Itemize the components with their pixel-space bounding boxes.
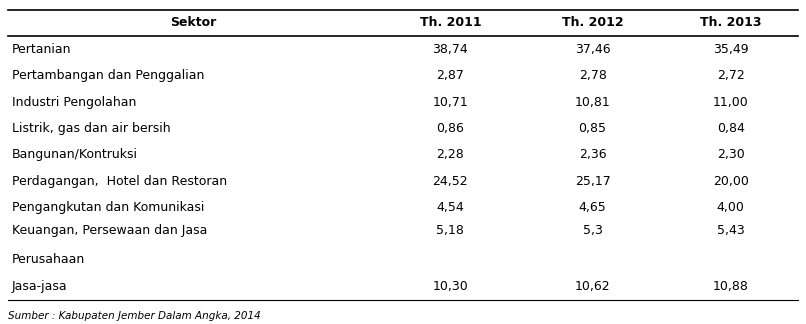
Text: 11,00: 11,00 xyxy=(713,96,749,109)
Text: 24,52: 24,52 xyxy=(433,175,468,188)
Text: Listrik, gas dan air bersih: Listrik, gas dan air bersih xyxy=(12,122,171,135)
Text: Pertambangan dan Penggalian: Pertambangan dan Penggalian xyxy=(12,69,205,82)
Text: 0,86: 0,86 xyxy=(437,122,464,135)
Text: Perusahaan: Perusahaan xyxy=(12,253,85,266)
Text: 0,85: 0,85 xyxy=(579,122,607,135)
Text: 2,87: 2,87 xyxy=(437,69,464,82)
Text: 20,00: 20,00 xyxy=(713,175,749,188)
Text: 10,88: 10,88 xyxy=(713,281,749,294)
Text: Sumber : Kabupaten Jember Dalam Angka, 2014: Sumber : Kabupaten Jember Dalam Angka, 2… xyxy=(8,311,261,321)
Text: Th. 2012: Th. 2012 xyxy=(562,17,623,29)
Text: Th. 2013: Th. 2013 xyxy=(700,17,762,29)
Text: 37,46: 37,46 xyxy=(575,43,610,56)
Text: 10,30: 10,30 xyxy=(433,281,468,294)
Text: 2,28: 2,28 xyxy=(437,148,464,161)
Text: 2,36: 2,36 xyxy=(579,148,606,161)
Text: 2,72: 2,72 xyxy=(717,69,745,82)
Text: Th. 2011: Th. 2011 xyxy=(420,17,481,29)
Text: 2,30: 2,30 xyxy=(717,148,745,161)
Text: Pengangkutan dan Komunikasi: Pengangkutan dan Komunikasi xyxy=(12,201,205,214)
Text: 10,62: 10,62 xyxy=(575,281,610,294)
Text: 2,78: 2,78 xyxy=(579,69,606,82)
Text: Industri Pengolahan: Industri Pengolahan xyxy=(12,96,136,109)
Text: Pertanian: Pertanian xyxy=(12,43,72,56)
Text: 0,84: 0,84 xyxy=(717,122,745,135)
Text: Jasa-jasa: Jasa-jasa xyxy=(12,281,68,294)
Text: Perdagangan,  Hotel dan Restoran: Perdagangan, Hotel dan Restoran xyxy=(12,175,227,188)
Text: 25,17: 25,17 xyxy=(575,175,610,188)
Text: 38,74: 38,74 xyxy=(433,43,468,56)
Text: 5,18: 5,18 xyxy=(437,224,464,237)
Text: 4,00: 4,00 xyxy=(717,201,745,214)
Text: 10,71: 10,71 xyxy=(433,96,468,109)
Text: 4,54: 4,54 xyxy=(437,201,464,214)
Text: 4,65: 4,65 xyxy=(579,201,606,214)
Text: 5,43: 5,43 xyxy=(717,224,745,237)
Text: 10,81: 10,81 xyxy=(575,96,610,109)
Text: Bangunan/Kontruksi: Bangunan/Kontruksi xyxy=(12,148,138,161)
Text: 35,49: 35,49 xyxy=(713,43,749,56)
Text: Keuangan, Persewaan dan Jasa: Keuangan, Persewaan dan Jasa xyxy=(12,224,207,237)
Text: Sektor: Sektor xyxy=(171,17,217,29)
Text: 5,3: 5,3 xyxy=(583,224,603,237)
